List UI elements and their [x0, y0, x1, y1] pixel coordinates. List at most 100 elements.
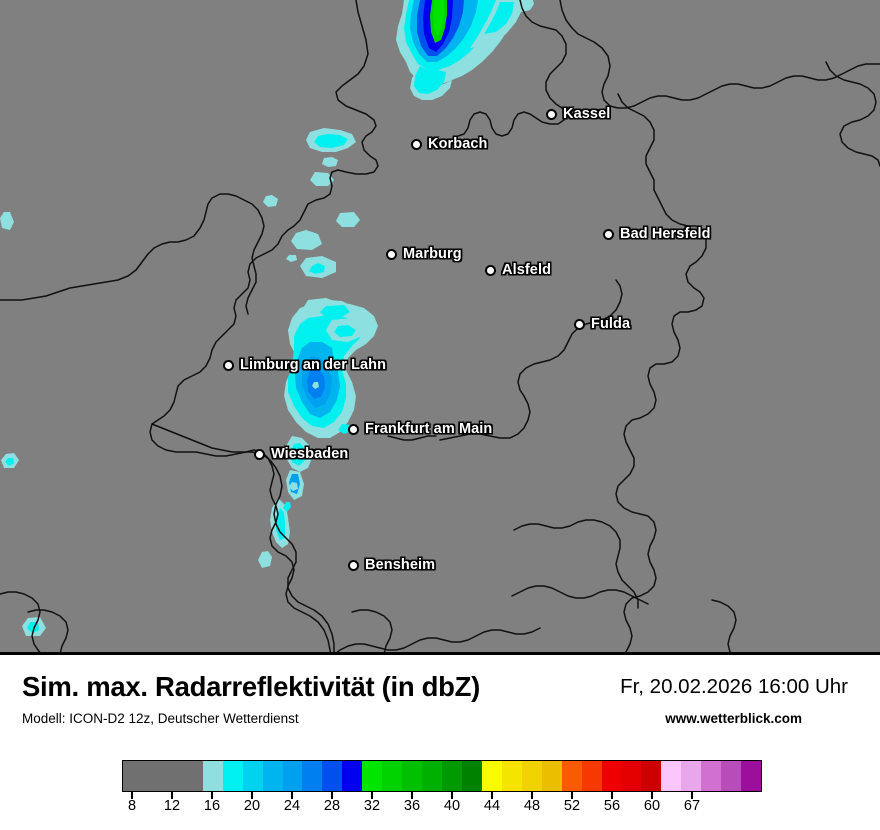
city-dot [546, 108, 557, 120]
colorbar-swatch [701, 761, 722, 791]
city-marker-alsfeld[interactable]: Alsfeld [485, 262, 551, 278]
city-dot [574, 318, 585, 330]
valid-time: Fr, 20.02.2026 16:00 Uhr [620, 675, 848, 698]
colorbar-tick [251, 792, 253, 799]
echo-mid-speck-a [286, 255, 297, 262]
echo-korbach-cyan [314, 134, 348, 148]
border-se-lower [711, 599, 737, 652]
radar-map[interactable]: Kassel Korbach Bad Hersfeld Marburg Alsf… [0, 0, 880, 655]
colorbar-tick [571, 792, 573, 799]
colorbar-swatch [501, 761, 522, 791]
city-marker-korbach[interactable]: Korbach [411, 136, 488, 152]
city-marker-limburg-an-der-lahn[interactable]: Limburg an der Lahn [223, 357, 386, 373]
colorbar-tickmarks [122, 792, 762, 799]
echo-korbach-pale-c [310, 172, 334, 186]
colorbar-tick-label: 52 [563, 798, 581, 814]
colorbar-tick [491, 792, 493, 799]
colorbar-tick [411, 792, 413, 799]
colorbar-tick [531, 792, 533, 799]
city-marker-frankfurt-am-main[interactable]: Frankfurt am Main [348, 421, 492, 437]
border-ne-thueringen [559, 0, 880, 109]
colorbar-swatch [382, 761, 403, 791]
city-label: Korbach [428, 136, 488, 152]
source-url: www.wetterblick.com [665, 711, 802, 726]
colorbar-swatch [342, 761, 363, 791]
colorbar-swatch [242, 761, 263, 791]
city-label: Bensheim [365, 557, 436, 573]
city-label: Fulda [591, 316, 631, 332]
city-dot [348, 559, 359, 571]
colorbar-swatch [402, 761, 423, 791]
city-label: Alsfeld [502, 262, 552, 278]
page-title: Sim. max. Radarreflektivität (in dbZ) [22, 671, 481, 702]
city-dot [386, 248, 397, 260]
city-marker-bensheim[interactable]: Bensheim [348, 557, 435, 573]
colorbar-swatch [322, 761, 343, 791]
city-marker-wiesbaden[interactable]: Wiesbaden [254, 446, 348, 462]
colorbar-tick-labels: 8 12 16 20 24 28 32 36 40 44 48 52 56 60 67 [122, 798, 762, 820]
colorbar-tick-label: 67 [683, 798, 701, 814]
echo-north-right-cyan [484, 2, 514, 34]
border-hessen-north [149, 0, 379, 652]
city-label: Wiesbaden [271, 446, 349, 462]
colorbar-tick-label: 56 [603, 798, 621, 814]
echo-north-green-core2 [433, 0, 444, 36]
colorbar-swatches[interactable] [122, 760, 762, 792]
border-rhine [151, 423, 335, 652]
colorbar-tick [131, 792, 133, 799]
colorbar-swatch [302, 761, 323, 791]
colorbar-swatch [162, 761, 183, 791]
border-main-valley [439, 279, 623, 441]
colorbar-tick [171, 792, 173, 799]
echo-korbach-pale-d [263, 195, 278, 207]
city-label: Frankfurt am Main [365, 421, 493, 437]
colorbar-swatch [442, 761, 462, 791]
colorbar-swatch [262, 761, 283, 791]
colorbar-tick-label: 44 [483, 798, 501, 814]
colorbar-tick [291, 792, 293, 799]
colorbar-tick [451, 792, 453, 799]
colorbar-tick-label: 32 [363, 798, 381, 814]
colorbar-tick-label: 16 [203, 798, 221, 814]
colorbar-swatch [282, 761, 303, 791]
colorbar-swatch [741, 761, 761, 791]
city-marker-marburg[interactable]: Marburg [386, 246, 462, 262]
colorbar-swatch [721, 761, 742, 791]
colorbar-swatch [362, 761, 383, 791]
colorbar-tick [651, 792, 653, 799]
echo-korbach-pale-b [322, 157, 338, 167]
echo-rhine-speck-b [289, 482, 298, 491]
colorbar-tick-label: 20 [243, 798, 261, 814]
echo-main-upper-cyan [320, 305, 350, 318]
city-label: Marburg [403, 246, 462, 262]
border-nw-inner [0, 193, 265, 315]
city-dot [348, 423, 359, 435]
border-south [336, 627, 541, 652]
colorbar-tick [691, 792, 693, 799]
colorbar-tick-label: 36 [403, 798, 421, 814]
title-row: Sim. max. Radarreflektivität (in dbZ) Fr… [0, 671, 880, 707]
colorbar-swatch [621, 761, 642, 791]
colorbar-tick-label: 40 [443, 798, 461, 814]
colorbar-legend[interactable]: 8 12 16 20 24 28 32 36 40 44 48 52 56 60 67 [122, 760, 762, 814]
colorbar-swatch [481, 761, 502, 791]
border-south-enclave [351, 609, 393, 652]
colorbar-swatch [422, 761, 442, 791]
border-layer [0, 0, 880, 652]
city-marker-fulda[interactable]: Fulda [574, 316, 630, 332]
city-marker-kassel[interactable]: Kassel [546, 106, 610, 122]
echo-mid-pale-b [291, 230, 322, 250]
city-label: Kassel [563, 106, 611, 122]
colorbar-swatch [182, 761, 203, 791]
colorbar-tick-label: 48 [523, 798, 541, 814]
echo-main-north-cyan [334, 325, 356, 337]
city-dot [254, 448, 265, 460]
colorbar-tick [211, 792, 213, 799]
border-far-east [825, 61, 880, 167]
border-wetterau [387, 435, 437, 441]
colorbar-tick [611, 792, 613, 799]
colorbar-tick [331, 792, 333, 799]
colorbar-tick-label: 8 [127, 798, 137, 814]
city-marker-bad-hersfeld[interactable]: Bad Hersfeld [603, 226, 711, 242]
